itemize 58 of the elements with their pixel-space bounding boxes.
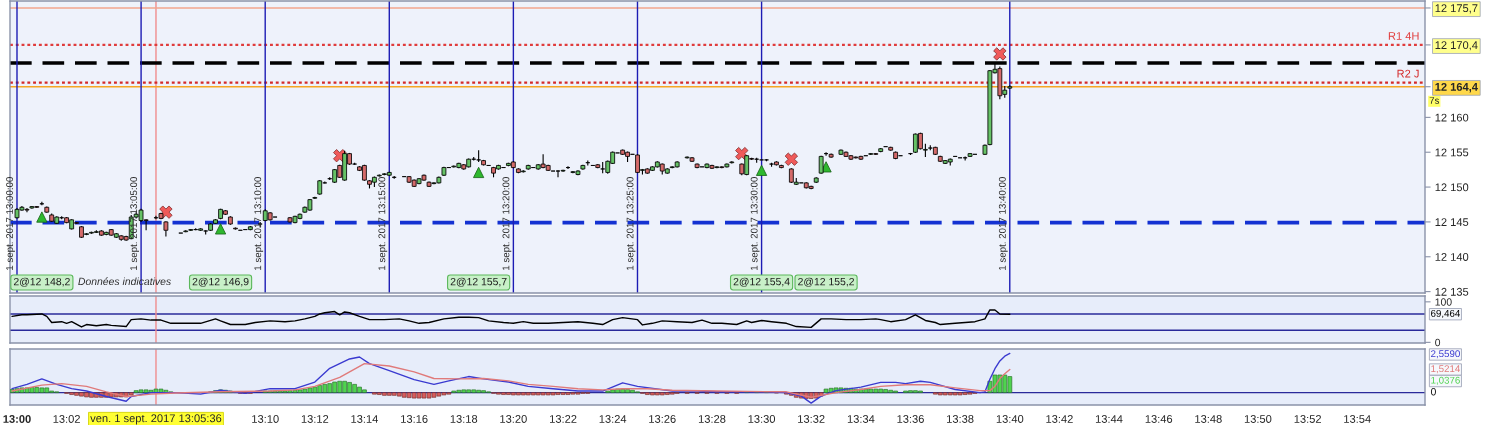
x-tick-label: 13:28 <box>698 415 726 423</box>
x-tick-label: 13:48 <box>1195 415 1222 423</box>
text: 7s <box>1429 97 1440 104</box>
y2-tick-label: 12 164,4 <box>1435 82 1478 93</box>
x-tick-label: 13:50 <box>1244 415 1272 423</box>
annotation: 2@12 155,2 <box>798 277 854 287</box>
x-tick-label: 13:24 <box>599 415 627 423</box>
y-tick-label: 0 <box>1435 338 1441 347</box>
text: 2,5590 <box>1431 350 1460 359</box>
x-tick-label: 13:42 <box>1046 415 1073 423</box>
y2-tick-label: 12 170,4 <box>1435 41 1478 51</box>
annotation: 1 sept. 2017 13:30:00 <box>750 177 760 270</box>
annotation: 1 sept. 2017 13:25:00 <box>626 177 636 270</box>
text: 69,464 <box>1431 309 1461 318</box>
x-tick-label: 13:22 <box>550 415 577 423</box>
x-tick-label: 13:32 <box>798 415 825 423</box>
x-tick-label: 13:00 <box>3 415 31 423</box>
annotation: 1 sept. 2017 13:40:00 <box>998 177 1008 270</box>
ref-line-label: R1 4H <box>1388 32 1419 40</box>
y-tick-label: 12 150 <box>1435 183 1469 192</box>
x-tick-label: 13:34 <box>847 415 875 423</box>
annotation: 2@12 155,4 <box>733 277 790 287</box>
y-tick-label: 100 <box>1435 298 1452 306</box>
y-tick-label: 12 140 <box>1435 253 1469 261</box>
text: 1,5214 <box>1431 365 1461 374</box>
annotation: 1 sept. 2017 13:00:00 <box>6 177 15 270</box>
x-tick-label: 13:02 <box>53 415 80 423</box>
x-tick-label: 13:16 <box>401 415 428 423</box>
x-tick-label: 13:54 <box>1344 415 1371 423</box>
ref-line-label: 0 <box>1430 388 1436 396</box>
x-tick-label: 13:10 <box>252 415 279 423</box>
x-tick-label: 13:36 <box>897 415 924 423</box>
x-tick-label: 13:40 <box>996 415 1024 423</box>
x-tick-label: 13:12 <box>301 415 329 423</box>
annotation: 1 sept. 2017 13:05:00 <box>130 177 140 270</box>
annotation: 1 sept. 2017 13:10:00 <box>254 177 264 270</box>
y-tick-label: 12 155 <box>1435 148 1469 157</box>
x-tick-label: 13:30 <box>748 415 776 423</box>
annotation: 2@12 146,9 <box>192 277 249 287</box>
x-tick-label: 13:46 <box>1145 415 1173 423</box>
x-tick-label: 13:26 <box>649 415 676 423</box>
x-tick-label: 13:20 <box>500 415 527 423</box>
y-tick-label: 12 160 <box>1435 113 1469 122</box>
x-tick-label: 13:14 <box>351 415 378 423</box>
annotation: 2@12 155,7 <box>450 277 507 287</box>
annotation: 1 sept. 2017 13:15:00 <box>378 177 388 270</box>
ref-line-label: R2 J <box>1397 69 1419 78</box>
x-tick-label: 13:18 <box>450 415 478 423</box>
text: 1,0376 <box>1431 376 1460 385</box>
annotation: 2@12 148,2 <box>13 277 70 287</box>
y-tick-label: 12 145 <box>1435 218 1469 227</box>
x-tick-label: 13:52 <box>1294 415 1321 423</box>
x-tick-label: 13:44 <box>1095 415 1123 423</box>
y2-tick-label: 12 175,7 <box>1435 4 1478 14</box>
annotation: 1 sept. 2017 13:20:00 <box>502 177 512 270</box>
y-tick-label: 12 135 <box>1435 287 1469 296</box>
x-tick-label: 13:38 <box>947 415 974 423</box>
ref-line-label: ven. 1 sept. 2017 13:05:36 <box>90 414 222 425</box>
